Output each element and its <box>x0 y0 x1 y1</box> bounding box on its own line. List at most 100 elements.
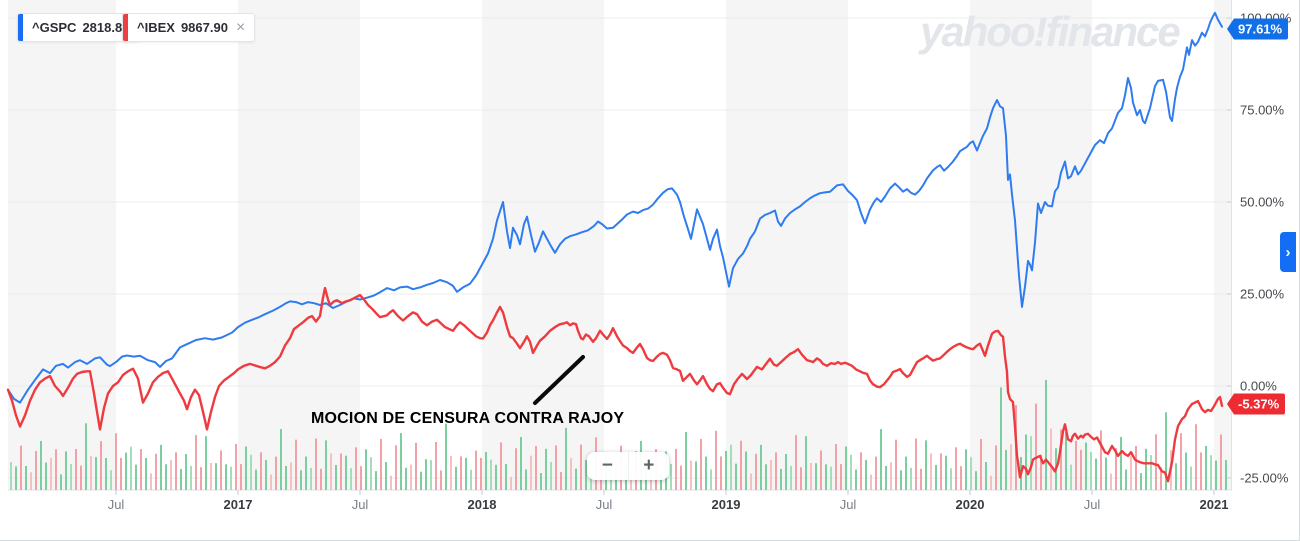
gspc-price-line <box>7 11 1223 404</box>
volume-bar <box>510 476 512 490</box>
x-axis-label: Jul <box>595 497 613 512</box>
volume-bar <box>185 454 187 490</box>
volume-bar <box>995 445 997 490</box>
ibex-symbol: ^IBEX <box>137 20 175 35</box>
volume-bar <box>1045 380 1047 490</box>
volume-bar <box>875 456 877 490</box>
volume-bar <box>1185 452 1187 490</box>
volume-bar <box>470 469 472 490</box>
volume-bar <box>420 471 422 490</box>
volume-bar <box>765 464 767 490</box>
volume-bar <box>405 467 407 490</box>
volume-bar <box>120 457 122 490</box>
volume-bar <box>1035 403 1037 490</box>
volume-bar <box>1140 473 1142 490</box>
close-icon[interactable]: × <box>235 18 246 36</box>
volume-bar <box>1155 434 1157 490</box>
volume-bar <box>845 446 847 490</box>
volume-bar <box>1190 466 1192 490</box>
volume-bar <box>490 459 492 490</box>
volume-bar <box>1175 463 1177 490</box>
y-axis-label: -25.00% <box>1240 470 1289 486</box>
volume-bar <box>1130 455 1132 490</box>
zoom-out-button[interactable]: − <box>601 455 613 476</box>
volume-bar <box>465 457 467 490</box>
volume-bar <box>585 460 587 490</box>
volume-bar <box>440 470 442 490</box>
ticker-chip-ibex[interactable]: ^IBEX 9867.90 × <box>122 13 256 42</box>
volume-bar <box>50 457 52 490</box>
ibex-price-line <box>6 286 1224 483</box>
volume-bar <box>230 466 232 490</box>
volume-bar <box>250 454 252 490</box>
volume-bar <box>1040 454 1042 490</box>
volume-bar <box>1000 387 1002 490</box>
volume-bar <box>975 471 977 490</box>
volume-bar <box>835 444 837 490</box>
volume-bar <box>690 460 692 490</box>
volume-bar <box>1215 460 1217 490</box>
volume-bar <box>825 464 827 490</box>
volume-bar <box>125 452 127 490</box>
volume-bar <box>860 452 862 490</box>
volume-bar <box>155 453 157 490</box>
volume-bar <box>175 452 177 490</box>
volume-bar <box>935 465 937 490</box>
volume-bar <box>375 471 377 490</box>
gspc-last-value-badge: 97.61% <box>1227 18 1289 40</box>
volume-bar <box>370 457 372 490</box>
x-axis-label: Jul <box>1083 497 1101 512</box>
volume-bar <box>150 473 152 490</box>
expand-panel-button[interactable]: › <box>1280 232 1296 272</box>
volume-bar <box>910 467 912 490</box>
volume-bar <box>695 461 697 490</box>
volume-bar <box>25 466 27 490</box>
volume-bar <box>540 473 542 490</box>
volume-bar <box>985 462 987 490</box>
volume-bar <box>70 463 72 490</box>
x-axis-label: Jul <box>839 497 857 512</box>
background-band <box>970 0 1092 490</box>
gspc-value: 2818.82 <box>82 20 130 35</box>
ibex-value: 9867.90 <box>180 20 228 35</box>
zoom-in-button[interactable]: + <box>627 452 670 480</box>
volume-bar <box>385 462 387 490</box>
volume-bar <box>535 446 537 490</box>
volume-bar <box>755 453 757 490</box>
volume-bar <box>905 456 907 490</box>
volume-bar <box>460 456 462 490</box>
volume-bar <box>515 448 517 490</box>
y-axis-label: 75.00% <box>1240 102 1285 118</box>
volume-bar <box>45 462 47 490</box>
volume-bar <box>245 446 247 490</box>
volume-bar <box>930 453 932 490</box>
volume-bar <box>810 462 812 490</box>
volume-bar <box>1220 434 1222 490</box>
background-band <box>238 0 360 490</box>
volume-bar <box>720 456 722 490</box>
x-axis-label: Jul <box>107 497 125 512</box>
volume-bar <box>705 456 707 490</box>
volume-bar <box>1150 455 1152 490</box>
volume-bar <box>815 463 817 490</box>
volume-bar <box>1090 452 1092 490</box>
chart-plot-area[interactable] <box>0 0 1232 520</box>
volume-bar <box>480 457 482 490</box>
volume-bar <box>290 462 292 490</box>
annotation-pointer-line <box>533 355 585 405</box>
volume-bar <box>580 444 582 490</box>
annotation-text: MOCION DE CENSURA CONTRA RAJOY <box>311 410 625 427</box>
volume-bar <box>485 452 487 490</box>
volume-bar <box>145 457 147 490</box>
volume-bar <box>380 439 382 490</box>
volume-bar <box>30 472 32 490</box>
volume-bar <box>270 474 272 490</box>
volume-bar <box>10 462 12 490</box>
volume-bar <box>565 427 567 490</box>
volume-bar <box>1205 445 1207 490</box>
volume-bar <box>740 440 742 490</box>
ticker-chip-gspc[interactable]: ^GSPC 2818.82 <box>17 13 140 42</box>
volume-bar <box>785 454 787 490</box>
volume-bar <box>95 457 97 490</box>
volume-bar <box>1050 428 1052 490</box>
